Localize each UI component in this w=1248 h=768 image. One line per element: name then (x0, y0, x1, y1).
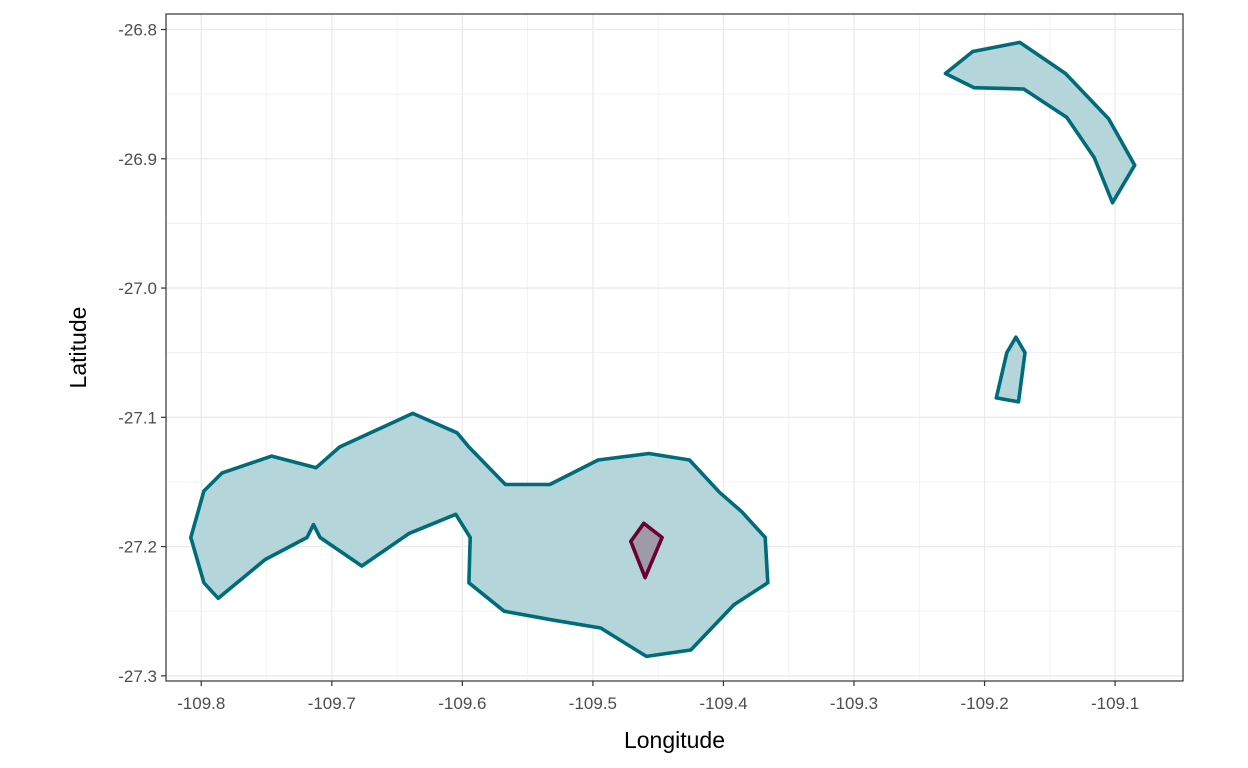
polygon-layer (189, 40, 1137, 659)
y-tick-label: -27.2 (118, 538, 157, 557)
x-tick-label: -109.6 (438, 694, 486, 713)
polygon-small-islet (994, 335, 1027, 404)
x-axis-ticks: -109.8 -109.7 -109.6 -109.5 -109.4 -109.3 -109… (177, 681, 1139, 713)
x-tick-label: -109.3 (830, 694, 878, 713)
y-tick-label: -27.3 (118, 667, 157, 686)
y-axis-ticks: -26.8 -26.9 -27.0 -27.1 -27.2 -27.3 (118, 21, 166, 686)
y-tick-label: -26.9 (118, 150, 157, 169)
x-tick-label: -109.1 (1091, 694, 1139, 713)
x-axis-title: Longitude (624, 727, 725, 753)
polygon-northeast-crescent (943, 40, 1137, 205)
y-tick-label: -26.8 (118, 21, 157, 40)
x-tick-label: -109.2 (960, 694, 1008, 713)
y-axis-title: Latitude (65, 307, 91, 389)
x-tick-label: -109.4 (699, 694, 747, 713)
x-tick-label: -109.8 (177, 694, 225, 713)
polygon-main-island (189, 411, 770, 659)
panel-border (165, 13, 1184, 682)
y-tick-label: -27.1 (118, 408, 157, 427)
x-tick-label: -109.7 (308, 694, 356, 713)
y-tick-label: -27.0 (118, 279, 157, 298)
polygon-inner-polygon (628, 521, 664, 580)
x-tick-label: -109.5 (569, 694, 617, 713)
